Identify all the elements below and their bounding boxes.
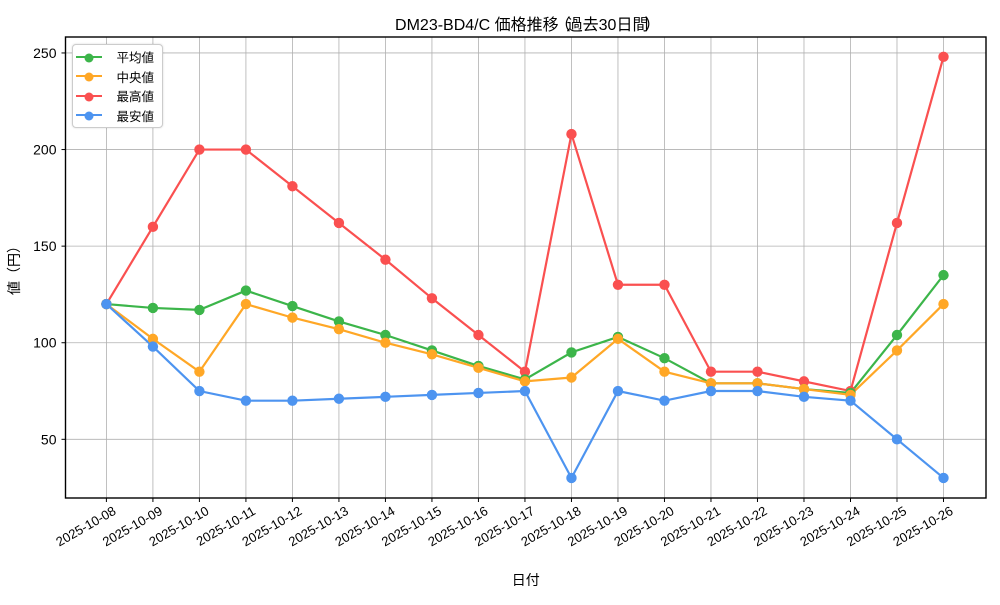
svg-text:200: 200 xyxy=(33,142,57,158)
svg-text:150: 150 xyxy=(33,238,57,254)
svg-text:100: 100 xyxy=(33,335,57,351)
svg-text:250: 250 xyxy=(33,45,57,61)
svg-text:50: 50 xyxy=(41,431,57,447)
svg-text:値（円）: 値（円） xyxy=(6,239,22,295)
